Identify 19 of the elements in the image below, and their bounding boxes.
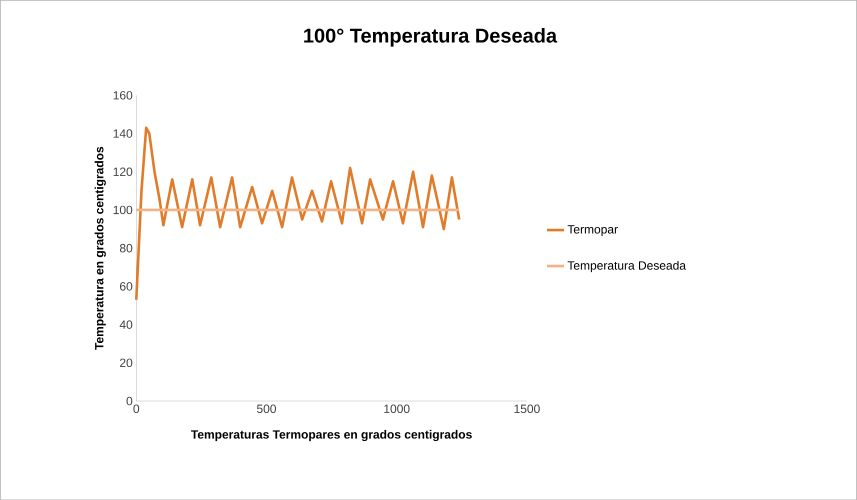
legend-label: Temperatura Deseada bbox=[568, 260, 686, 272]
line-series bbox=[134, 126, 460, 301]
y-tick-label: 0 bbox=[126, 396, 132, 406]
legend-label: Termopar bbox=[568, 225, 618, 236]
y-tick-label: 140 bbox=[114, 129, 132, 138]
x-tick-label: 500 bbox=[256, 404, 276, 413]
x-axis-title: Temperaturas Termopares en grados centigrados bbox=[191, 430, 472, 441]
y-tick-label: 120 bbox=[114, 167, 132, 176]
y-tick-label: 20 bbox=[120, 358, 132, 367]
y-tick-label: 100 bbox=[114, 206, 132, 214]
chart-title: 100° Temperatura Deseada bbox=[304, 28, 558, 47]
y-tick-label: 80 bbox=[120, 244, 132, 252]
x-tick-label: 1000 bbox=[384, 404, 410, 413]
y-tick-label: 160 bbox=[114, 90, 132, 100]
y-tick-label: 40 bbox=[120, 320, 132, 329]
x-tick-label: 0 bbox=[133, 404, 140, 413]
y-tick-label: 60 bbox=[120, 282, 132, 290]
y-axis-title: Temperatura en grados centigrados bbox=[94, 146, 106, 350]
x-tick-label: 1500 bbox=[514, 404, 540, 413]
